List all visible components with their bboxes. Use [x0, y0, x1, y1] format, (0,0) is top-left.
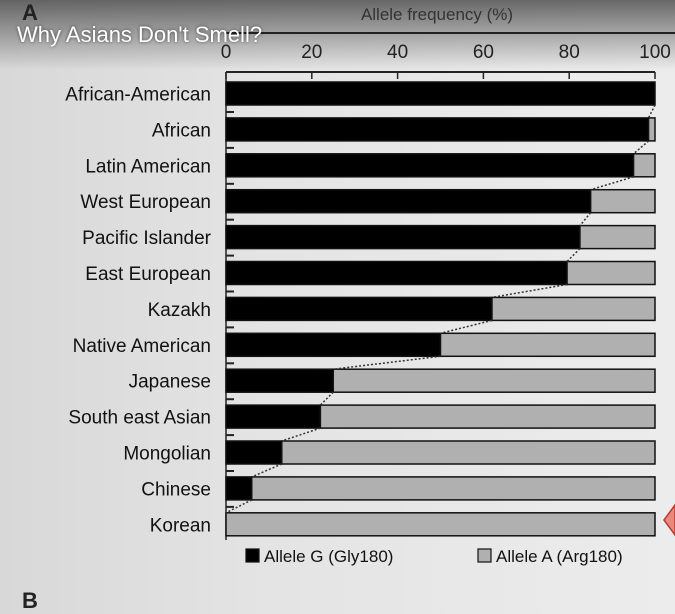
- bar-allele-a: [439, 332, 656, 358]
- connector-dotted-line: [319, 391, 334, 406]
- bar-allele-a: [332, 368, 656, 393]
- category-label: Pacific Islander: [82, 228, 212, 249]
- bar-allele-g: [225, 81, 656, 106]
- bar-allele-a: [632, 153, 656, 178]
- x-tick-label: 40: [387, 42, 408, 63]
- connector-dotted-line: [633, 140, 650, 155]
- bar-allele-a: [281, 440, 656, 465]
- x-tick-label: 0: [221, 42, 232, 63]
- bar-allele-a: [225, 512, 656, 537]
- bar-allele-a: [250, 476, 656, 501]
- bar-allele-g: [225, 368, 334, 393]
- connector-dotted-line: [566, 248, 581, 263]
- category-label: Mongolian: [123, 444, 211, 465]
- bar-allele-g: [225, 153, 635, 178]
- bar-allele-g: [225, 404, 322, 429]
- category-label: Korean: [150, 515, 211, 536]
- connector-dotted-line: [579, 212, 592, 227]
- category-label: African: [152, 120, 211, 141]
- diamond-marker-icon: [663, 503, 675, 537]
- bar-allele-a: [491, 296, 656, 322]
- bar-allele-a: [566, 260, 656, 286]
- x-tick-label: 20: [301, 42, 322, 63]
- x-tick-label: 80: [559, 42, 580, 63]
- bar-allele-g: [225, 476, 253, 501]
- legend-label: Allele A (Arg180): [496, 547, 623, 566]
- bar-allele-a: [319, 404, 656, 429]
- panel-label-a: A: [22, 0, 38, 25]
- connector-dotted-line: [590, 176, 634, 191]
- x-tick-label: 100: [639, 42, 671, 63]
- bar-allele-a: [647, 117, 656, 142]
- bar-allele-a: [579, 224, 656, 250]
- connector-dotted-line: [647, 104, 656, 119]
- connector-dotted-line: [251, 463, 283, 478]
- bar-allele-g: [225, 260, 568, 286]
- category-label: Kazakh: [148, 300, 211, 321]
- connector-dotted-line: [281, 427, 321, 442]
- x-axis-title: Allele frequency (%): [361, 5, 513, 24]
- bar-allele-g: [225, 440, 283, 465]
- category-label: Japanese: [129, 372, 211, 393]
- legend-swatch: [245, 548, 260, 563]
- category-label: South east Asian: [68, 408, 211, 429]
- bar-allele-g: [225, 224, 581, 250]
- legend-swatch: [477, 548, 492, 563]
- bar-allele-a: [589, 188, 656, 214]
- connector-dotted-line: [333, 355, 441, 370]
- category-label: Native American: [73, 336, 211, 357]
- x-tick-label: 60: [473, 42, 494, 63]
- bar-allele-g: [225, 332, 442, 358]
- bar-allele-g: [225, 296, 493, 322]
- category-label: Latin American: [85, 156, 211, 177]
- video-title[interactable]: Why Asians Don't Smell?: [17, 22, 263, 47]
- allele-frequency-chart: Allele frequency (%) 0 20 40 60 80 100 Africa…: [65, 5, 675, 566]
- category-label: African-American: [65, 85, 211, 106]
- video-overlay-shade: [0, 0, 675, 70]
- bar-allele-g: [225, 117, 650, 142]
- bar-allele-g: [225, 188, 592, 214]
- category-label: West European: [80, 192, 211, 213]
- legend-label: Allele G (Gly180): [264, 547, 393, 566]
- category-label: East European: [85, 264, 211, 285]
- connector-dotted-line: [225, 499, 253, 514]
- connector-dotted-line: [491, 283, 568, 299]
- connector-dotted-line: [440, 319, 493, 335]
- category-label: Chinese: [141, 479, 211, 500]
